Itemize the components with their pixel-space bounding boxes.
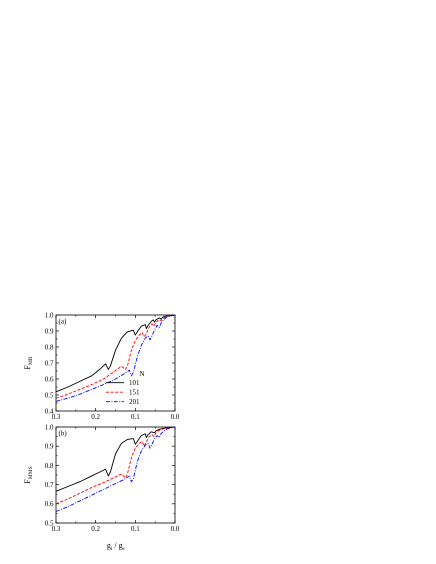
series-line-101 — [55, 314, 176, 393]
y-tick-label: 0.5 — [45, 391, 54, 399]
series-line-151 — [55, 314, 176, 399]
series-line-101 — [55, 426, 176, 492]
legend-label-201: 201 — [129, 398, 140, 406]
series-line-201 — [55, 426, 176, 512]
y-tick-label: 0.5 — [45, 519, 54, 527]
y-tick-label: 0.9 — [45, 327, 54, 335]
y-tick-label: 1.0 — [45, 423, 54, 431]
series-line-151 — [55, 426, 176, 505]
panel-label: (b) — [59, 430, 68, 438]
panel-b: 0.3 0.2 0.1 0.0 0.5 0.6 0.7 0.8 0.9 1.0 (b) FMMS — [23, 423, 180, 533]
x-tick-label: 0.1 — [131, 525, 140, 533]
y-tick-label: 1.0 — [45, 311, 54, 319]
x-tick-label: 0.2 — [91, 525, 100, 533]
y-tick-label: 0.7 — [45, 481, 54, 489]
x-tick-label: 0.1 — [131, 413, 140, 421]
x-tick-label: 0.0 — [171, 525, 180, 533]
legend-label-101: 101 — [129, 379, 140, 387]
x-tick-label: 0.0 — [171, 413, 180, 421]
y-tick-label: 0.7 — [45, 359, 54, 367]
panel-a: 0.3 0.2 0.1 0.0 0.4 0.5 0.6 0.7 0.8 0.9 1.0 (a) FMR N… — [23, 311, 180, 421]
y-tick-label: 0.6 — [45, 375, 54, 383]
series-line-201 — [55, 314, 176, 402]
plot-frame — [55, 426, 176, 524]
panel-label: (a) — [59, 318, 67, 326]
x-axis-label: gi / gc — [107, 541, 126, 552]
y-tick-label: 0.8 — [45, 462, 54, 470]
y-tick-label: 0.8 — [45, 343, 54, 351]
y-tick-label: 0.6 — [45, 500, 54, 508]
y-tick-label: 0.9 — [45, 443, 54, 451]
x-tick-label: 0.3 — [52, 413, 61, 421]
legend-label-151: 151 — [129, 389, 140, 397]
y-axis-label: FMMS — [23, 466, 34, 483]
x-tick-label: 0.3 — [52, 525, 61, 533]
y-axis-label: FMR — [23, 356, 34, 369]
x-tick-label: 0.2 — [91, 413, 100, 421]
legend-title: N — [139, 370, 144, 378]
y-tick-label: 0.4 — [45, 407, 54, 415]
